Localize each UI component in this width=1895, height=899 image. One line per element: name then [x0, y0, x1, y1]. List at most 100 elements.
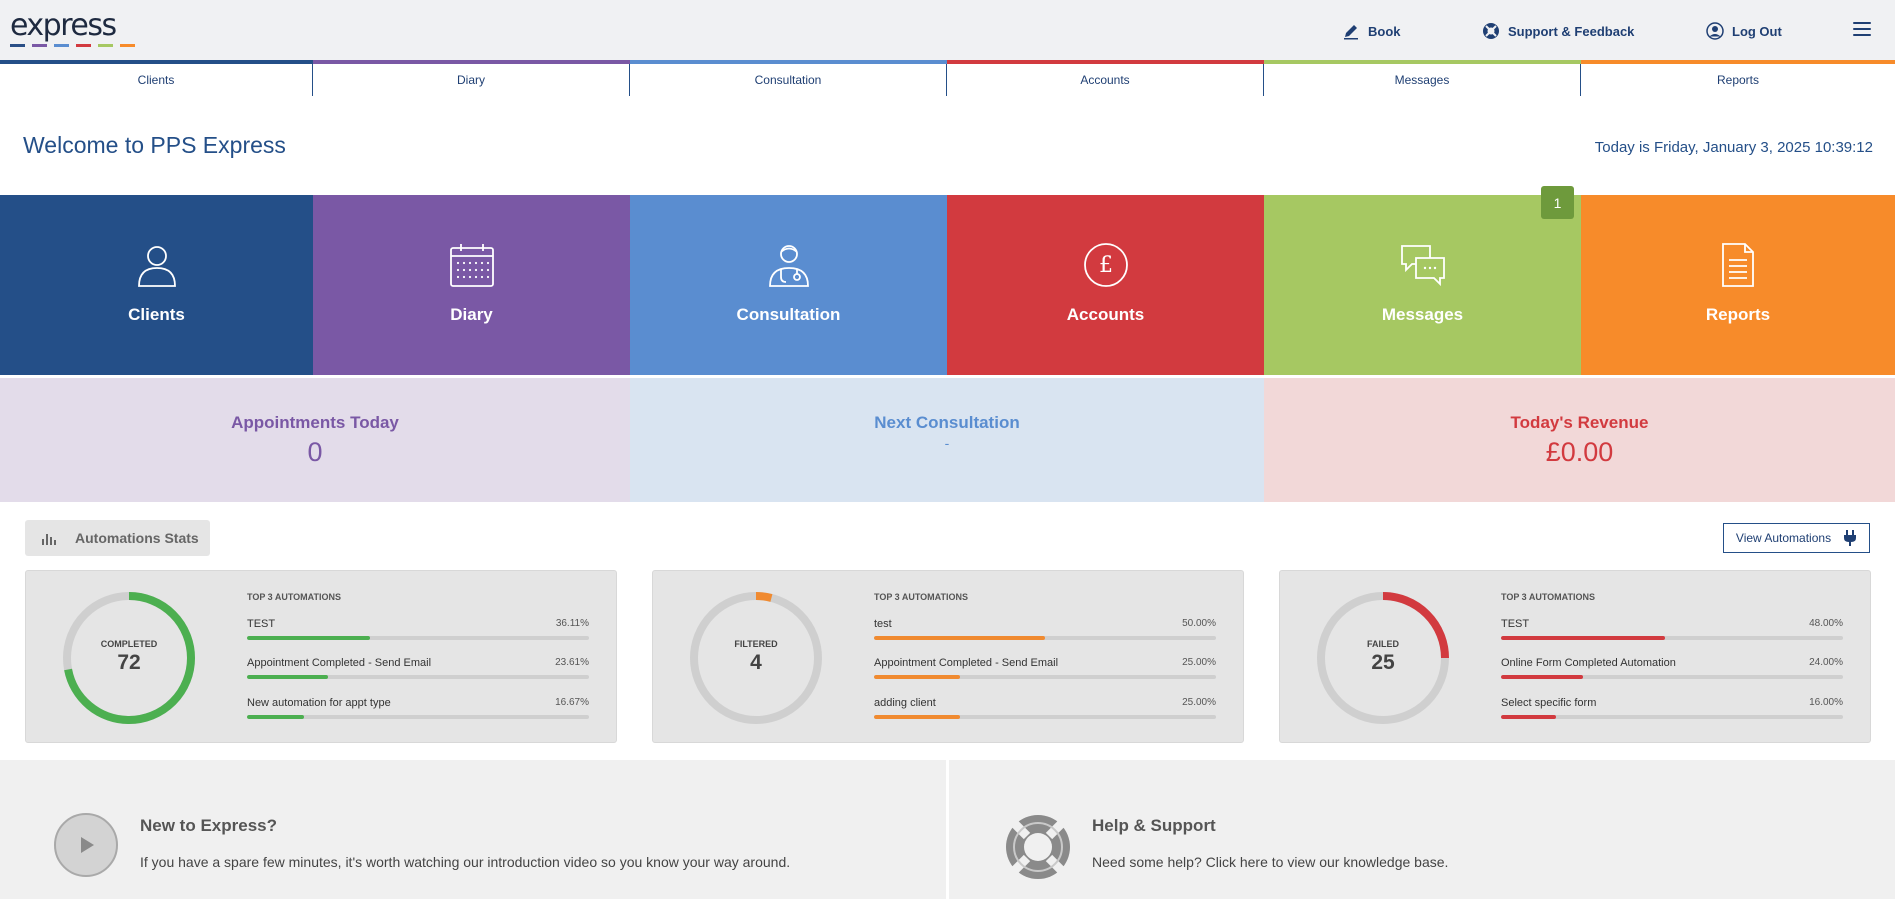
stat-today-s-revenue: Today's Revenue £0.00	[1264, 378, 1895, 502]
tile-label: Messages	[1381, 305, 1464, 324]
automation-card-completed: COMPLETED 72 TOP 3 AUTOMATIONS TEST 36.11% Ap…	[25, 570, 617, 743]
progress-fill	[874, 675, 960, 679]
automation-percent: 25.00%	[1182, 657, 1216, 668]
calendar-icon	[449, 242, 495, 293]
progress-track	[874, 715, 1216, 719]
book-button[interactable]: Book	[1342, 22, 1401, 40]
stat-label: Today's Revenue	[1510, 413, 1649, 432]
donut-arc	[1317, 592, 1449, 724]
view-automations-button[interactable]: View Automations	[1723, 523, 1870, 553]
automation-percent: 48.00%	[1809, 618, 1843, 629]
automation-name: TEST	[247, 618, 276, 630]
automation-percent: 50.00%	[1182, 618, 1216, 629]
panel-divider	[946, 760, 949, 899]
svg-text:£: £	[1099, 253, 1113, 278]
document-icon	[1715, 242, 1761, 293]
progress-fill	[874, 715, 960, 719]
play-video-button[interactable]	[54, 813, 118, 877]
donut-status-label: FAILED	[1366, 639, 1399, 649]
tab-consultation[interactable]: Consultation	[630, 64, 947, 96]
hamburger-menu-icon[interactable]	[1853, 22, 1871, 38]
logout-button[interactable]: Log Out	[1706, 22, 1782, 40]
automation-name: test	[874, 618, 892, 630]
tile-label: Diary	[450, 305, 493, 324]
lifebuoy-icon	[1483, 23, 1499, 39]
pound-icon: £	[1083, 242, 1129, 293]
support-label: Support & Feedback	[1508, 23, 1635, 39]
logo-text: express	[10, 8, 117, 43]
tile-label: Consultation	[736, 305, 841, 324]
section-color-segment	[947, 60, 1264, 64]
stat-value: -	[944, 435, 950, 451]
pencil-icon	[1344, 25, 1358, 40]
stat-value: 0	[307, 437, 323, 467]
section-color-strip	[0, 60, 1895, 64]
automation-percent: 25.00%	[1182, 697, 1216, 708]
donut-status-label: COMPLETED	[100, 639, 158, 649]
automation-name: Appointment Completed - Send Email	[247, 657, 432, 669]
play-icon	[81, 837, 94, 853]
top-3-automations-heading: TOP 3 AUTOMATIONS	[247, 592, 342, 602]
automation-name: Appointment Completed - Send Email	[874, 657, 1059, 669]
tab-diary[interactable]: Diary	[313, 64, 630, 96]
donut-count: 72	[117, 651, 141, 674]
section-color-segment	[0, 60, 313, 64]
status-donut-chart	[63, 592, 195, 724]
logo-color-bar	[76, 44, 91, 47]
progress-fill	[247, 636, 371, 640]
progress-fill	[247, 715, 304, 719]
section-color-segment	[1264, 60, 1581, 64]
help-support-panel[interactable]: Help & Support Need some help? Click her…	[949, 760, 1895, 899]
logo-color-bar	[120, 44, 135, 47]
tile-diary[interactable]: Diary	[313, 195, 630, 375]
page-title: Welcome to PPS Express	[23, 132, 286, 158]
automation-card-failed: FAILED 25 TOP 3 AUTOMATIONS TEST 48.00% Onlin…	[1279, 570, 1871, 743]
tile-label: Clients	[128, 305, 185, 324]
support-feedback-button[interactable]: Support & Feedback	[1482, 22, 1634, 40]
progress-fill	[247, 675, 328, 679]
donut-arc	[690, 592, 822, 724]
progress-fill	[874, 636, 1045, 640]
top-3-automations-heading: TOP 3 AUTOMATIONS	[1501, 592, 1596, 602]
help-support-title: Help & Support	[1092, 816, 1216, 835]
donut-arc	[63, 592, 195, 724]
tile-consultation[interactable]: Consultation	[630, 195, 947, 375]
automation-percent: 16.00%	[1809, 697, 1843, 708]
module-tiles: Clients Diary Consultation £ Accounts Message…	[0, 195, 1895, 375]
logo-color-bars	[10, 44, 135, 47]
donut-status-label: FILTERED	[734, 639, 778, 649]
tab-accounts[interactable]: Accounts	[947, 64, 1264, 96]
progress-track	[1501, 715, 1843, 719]
new-to-express-panel[interactable]: New to Express? If you have a spare few …	[0, 760, 946, 899]
automation-name: adding client	[874, 697, 936, 709]
section-color-segment	[630, 60, 947, 64]
logo-color-bar	[54, 44, 69, 47]
logout-label: Log Out	[1732, 23, 1782, 39]
messages-badge[interactable]: 1	[1541, 186, 1574, 219]
tile-accounts[interactable]: £ Accounts	[947, 195, 1264, 375]
automation-percent: 23.61%	[555, 657, 589, 668]
intro-video-link[interactable]: If you have a spare few minutes, it's wo…	[140, 854, 791, 870]
tab-reports[interactable]: Reports	[1581, 64, 1895, 96]
express-logo[interactable]: express	[10, 8, 135, 47]
automations-stats-header: Automations Stats	[25, 520, 210, 556]
tile-label: Reports	[1705, 305, 1771, 324]
donut-count: 4	[750, 651, 762, 674]
knowledge-base-link[interactable]: Need some help? Click here to view our k…	[1092, 854, 1449, 870]
tab-messages[interactable]: Messages	[1264, 64, 1581, 96]
lifebuoy-icon[interactable]	[1003, 812, 1073, 882]
progress-fill	[1501, 636, 1666, 640]
progress-track	[247, 636, 589, 640]
automation-percent: 16.67%	[555, 697, 589, 708]
stat-value: £0.00	[1545, 437, 1614, 467]
progress-track	[247, 715, 589, 719]
summary-stats: Appointments Today 0 Next Consultation - Tod…	[0, 378, 1895, 502]
automation-card-filtered: FILTERED 4 TOP 3 AUTOMATIONS test 50.00% Appo…	[652, 570, 1244, 743]
tab-clients[interactable]: Clients	[0, 64, 313, 96]
progress-track	[874, 636, 1216, 640]
progress-track	[874, 675, 1216, 679]
tile-messages[interactable]: Messages	[1264, 195, 1581, 375]
section-color-segment	[313, 60, 630, 64]
tile-reports[interactable]: Reports	[1581, 195, 1895, 375]
tile-clients[interactable]: Clients	[0, 195, 313, 375]
